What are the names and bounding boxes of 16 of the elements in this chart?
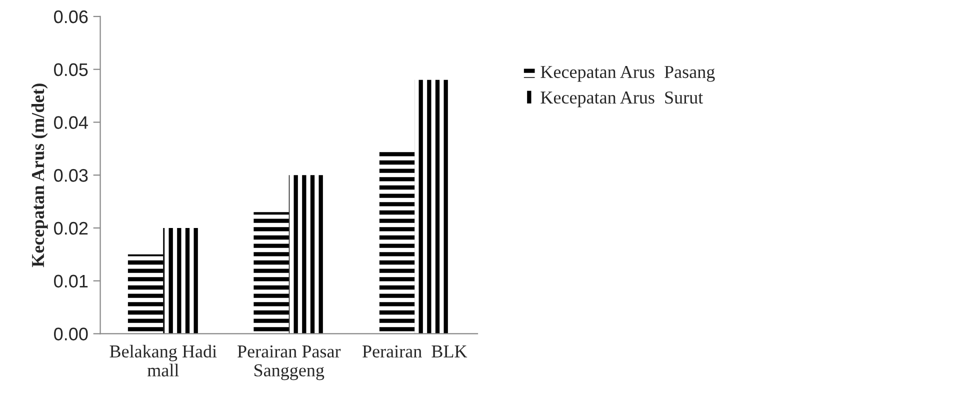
x-tick-label: Belakang Hadi mall bbox=[110, 344, 217, 376]
y-tick-label: 0.05 bbox=[54, 63, 88, 76]
x-tick-label: Perairan Pasar Sanggeng bbox=[238, 345, 341, 380]
y-tick-label: 0.01 bbox=[54, 274, 88, 288]
x-tick-label: Perairan BLK bbox=[362, 345, 468, 358]
y-tick-label: 0.06 bbox=[54, 10, 88, 24]
bar bbox=[163, 228, 198, 334]
y-tick-label: 0.04 bbox=[54, 116, 88, 129]
y-tick-label: 0.00 bbox=[54, 328, 88, 340]
legend-label: Kecepatan Arus Surut bbox=[540, 91, 704, 108]
y-tick-label: 0.03 bbox=[54, 169, 88, 182]
bar bbox=[288, 175, 324, 334]
y-tick-label: 0.02 bbox=[54, 222, 88, 235]
legend-label: Kecepatan Arus Pasang bbox=[540, 66, 715, 82]
y-axis-title: Kecepatan Arus (m/det) bbox=[31, 84, 48, 268]
bar bbox=[414, 80, 450, 334]
